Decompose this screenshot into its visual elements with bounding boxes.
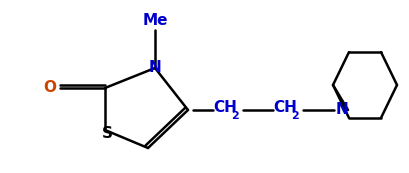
Text: O: O [43, 80, 56, 95]
Text: Me: Me [142, 13, 168, 28]
Text: CH: CH [273, 101, 297, 116]
Text: N: N [148, 61, 162, 75]
Text: 2: 2 [291, 111, 299, 121]
Text: N: N [336, 102, 348, 117]
Text: 2: 2 [231, 111, 239, 121]
Text: CH: CH [213, 101, 237, 116]
Text: S: S [101, 126, 112, 142]
